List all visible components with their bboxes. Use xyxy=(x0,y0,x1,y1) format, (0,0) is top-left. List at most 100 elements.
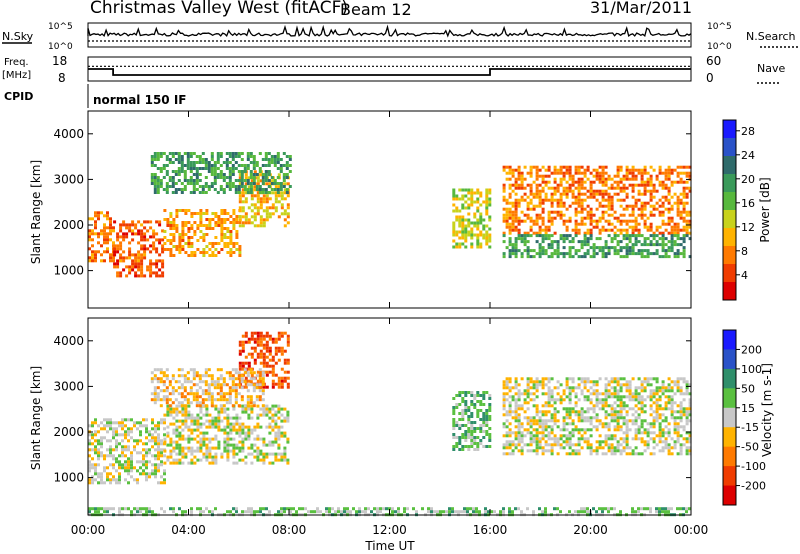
data-cell xyxy=(637,437,641,441)
data-cell xyxy=(676,237,680,241)
data-cell xyxy=(517,228,521,232)
data-cell xyxy=(580,510,583,514)
data-cell xyxy=(682,216,686,220)
data-cell xyxy=(177,155,181,158)
data-cell xyxy=(153,395,157,399)
data-cell xyxy=(177,167,181,170)
data-cell xyxy=(667,201,671,205)
data-cell xyxy=(517,183,521,187)
data-cell xyxy=(193,233,197,236)
data-cell xyxy=(186,155,190,158)
data-cell xyxy=(283,452,287,456)
data-cell xyxy=(472,507,475,511)
data-cell xyxy=(667,431,671,435)
data-cell xyxy=(199,416,203,420)
data-cell xyxy=(268,461,272,465)
data-cell xyxy=(153,386,157,390)
data-cell xyxy=(511,398,515,402)
data-cell xyxy=(577,437,581,441)
data-cell xyxy=(264,176,268,179)
data-cell xyxy=(268,443,272,447)
data-cell xyxy=(688,419,692,423)
data-cell xyxy=(640,395,644,399)
data-cell xyxy=(91,466,94,470)
data-cell xyxy=(586,216,590,220)
data-cell xyxy=(175,224,179,227)
data-cell xyxy=(604,243,608,247)
data-cell xyxy=(184,455,188,459)
data-cell xyxy=(541,201,545,205)
data-cell xyxy=(210,404,214,408)
data-cell xyxy=(124,460,127,464)
data-cell xyxy=(580,246,584,250)
data-cell xyxy=(541,186,545,190)
data-cell xyxy=(676,434,680,438)
data-cell xyxy=(616,428,620,432)
data-cell xyxy=(658,168,662,172)
data-cell xyxy=(559,216,563,220)
data-cell xyxy=(222,398,226,402)
data-cell xyxy=(204,368,208,372)
data-cell xyxy=(286,461,290,465)
data-cell xyxy=(688,437,692,441)
data-cell xyxy=(679,413,683,417)
data-cell xyxy=(216,191,220,194)
data-cell xyxy=(589,180,593,184)
data-cell xyxy=(661,407,665,411)
data-cell xyxy=(222,383,226,387)
data-cell xyxy=(190,422,194,426)
data-cell xyxy=(604,401,608,405)
data-cell xyxy=(646,243,650,247)
data-cell xyxy=(190,215,194,218)
data-cell xyxy=(595,449,599,453)
data-cell xyxy=(661,246,665,250)
data-cell xyxy=(538,228,542,232)
data-cell xyxy=(184,224,188,227)
data-cell xyxy=(163,427,166,431)
data-cell xyxy=(181,233,185,236)
data-cell xyxy=(658,413,662,417)
data-cell xyxy=(160,421,163,425)
data-cell xyxy=(646,383,650,387)
data-cell xyxy=(190,446,194,450)
data-cell xyxy=(250,197,254,201)
data-cell xyxy=(113,253,117,257)
data-cell xyxy=(616,404,620,408)
data-cell xyxy=(157,481,160,485)
y-tick-label: 4000 xyxy=(53,127,84,141)
data-cell xyxy=(637,407,641,411)
data-cell xyxy=(280,334,284,338)
data-cell xyxy=(511,443,515,447)
data-cell xyxy=(249,380,253,384)
data-cell xyxy=(547,389,551,393)
data-cell xyxy=(520,183,524,187)
data-cell xyxy=(277,446,281,450)
data-cell xyxy=(508,434,512,438)
data-cell xyxy=(244,410,248,414)
data-cell xyxy=(526,395,530,399)
data-cell xyxy=(643,428,647,432)
data-cell xyxy=(455,194,459,198)
data-cell xyxy=(128,253,132,257)
data-cell xyxy=(502,425,506,429)
data-cell xyxy=(246,152,250,155)
data-cell xyxy=(610,377,614,381)
data-cell xyxy=(136,421,139,425)
data-cell xyxy=(583,437,587,441)
data-cell xyxy=(586,416,590,420)
data-cell xyxy=(155,265,159,269)
data-cell xyxy=(571,428,575,432)
data-cell xyxy=(520,437,524,441)
data-cell xyxy=(256,224,260,228)
data-cell xyxy=(169,227,173,230)
data-cell xyxy=(274,404,278,408)
data-cell xyxy=(676,389,680,393)
data-cell xyxy=(538,422,542,426)
data-cell xyxy=(511,219,515,223)
data-cell xyxy=(124,478,127,482)
data-cell xyxy=(160,507,163,511)
data-cell xyxy=(169,212,173,215)
data-cell xyxy=(649,507,652,511)
data-cell xyxy=(121,421,124,425)
data-cell xyxy=(485,191,489,195)
